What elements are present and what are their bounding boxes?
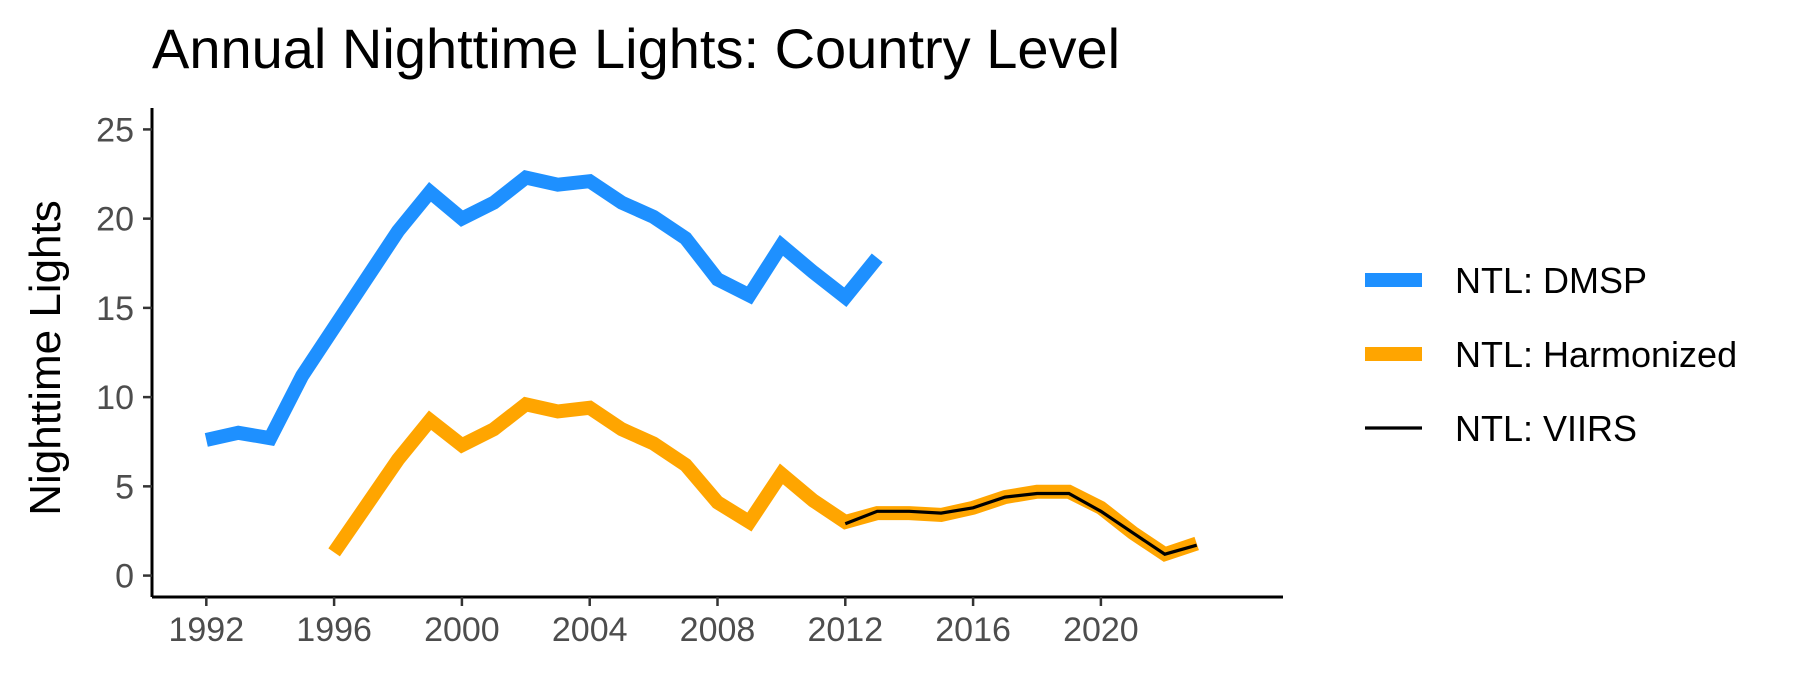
x-tick-label: 2004 bbox=[552, 611, 628, 649]
legend-label-1: NTL: DMSP bbox=[1455, 260, 1647, 301]
series-line-ntl-viirs bbox=[844, 491, 1198, 556]
legend-label-3: NTL: VIIRS bbox=[1455, 408, 1637, 449]
x-tick-label: 1992 bbox=[168, 611, 244, 649]
chart-title: Annual Nighttime Lights: Country Level bbox=[152, 17, 1120, 80]
plot-area bbox=[204, 170, 1199, 562]
y-tick-label: 10 bbox=[96, 379, 134, 417]
x-tick-label: 2012 bbox=[807, 611, 883, 649]
x-tick-label: 2020 bbox=[1063, 611, 1139, 649]
x-tick-label: 2008 bbox=[680, 611, 756, 649]
axes: 0 5 10 15 20 25 1992 1996 2000 2004 2008 2012 2016 20… bbox=[96, 108, 1283, 649]
series-line-ntl-dmsp bbox=[204, 170, 883, 447]
y-tick-label: 15 bbox=[96, 290, 134, 328]
y-tick-label: 25 bbox=[96, 111, 134, 149]
legend: NTL: DMSP NTL: Harmonized NTL: VIIRS bbox=[1365, 260, 1737, 449]
x-tick-label: 2000 bbox=[424, 611, 500, 649]
y-tick-label: 5 bbox=[115, 468, 134, 506]
x-tick-label: 2016 bbox=[935, 611, 1011, 649]
series-line-ntl-harmonized bbox=[328, 396, 1199, 562]
legend-label-2: NTL: Harmonized bbox=[1455, 334, 1737, 375]
y-tick-label: 0 bbox=[115, 558, 134, 596]
x-tick-label: 1996 bbox=[296, 611, 372, 649]
y-tick-label: 20 bbox=[96, 201, 134, 239]
y-axis-label: Nighttime Lights bbox=[21, 200, 70, 515]
